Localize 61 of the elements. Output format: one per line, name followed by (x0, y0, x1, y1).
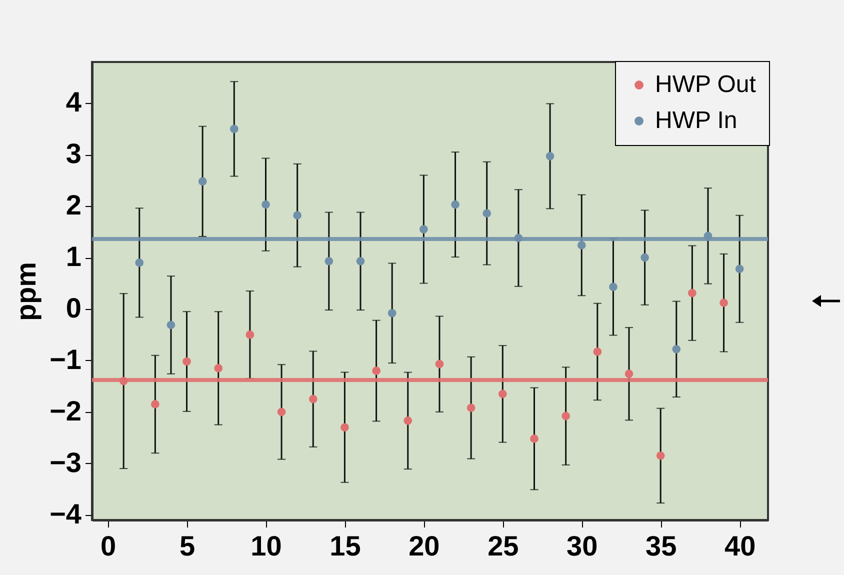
y-tick-label: 4 (66, 86, 82, 118)
point (704, 232, 712, 240)
point (246, 330, 254, 339)
legend-label: HWP Out (655, 71, 756, 98)
y-tick-label: −1 (50, 344, 82, 375)
y-tick-label: −3 (50, 446, 82, 478)
point (340, 423, 349, 432)
point (640, 253, 649, 262)
point (498, 390, 507, 398)
y-tick-label: 2 (66, 190, 82, 221)
point (609, 282, 618, 292)
point (214, 364, 223, 372)
x-tick-label: 5 (179, 530, 196, 562)
point (166, 320, 176, 330)
point (656, 452, 665, 460)
y-tick-label: −4 (50, 498, 82, 530)
point (230, 124, 238, 134)
x-tick-label: 30 (566, 530, 598, 562)
point (593, 348, 602, 356)
point (735, 264, 744, 274)
point (466, 404, 476, 412)
point (514, 234, 523, 242)
point (546, 152, 554, 160)
point (388, 308, 396, 318)
x-tick-label: 20 (408, 530, 440, 562)
point (562, 412, 570, 420)
point (277, 408, 286, 416)
point (119, 376, 128, 386)
y-tick-label: 1 (66, 241, 82, 272)
x-tick-label: 0 (100, 530, 116, 562)
point (356, 256, 365, 266)
x-tick-label: 10 (250, 530, 282, 562)
x-tick-label: 35 (646, 530, 677, 562)
point (262, 200, 270, 209)
point (672, 344, 681, 354)
point (404, 416, 412, 425)
point (324, 256, 334, 266)
point (451, 200, 460, 209)
point (624, 370, 634, 378)
legend-label: HWP In (655, 107, 738, 134)
y-tick-label: 3 (66, 138, 82, 170)
y-tick-label: 0 (66, 292, 82, 324)
point (308, 394, 318, 404)
point (293, 211, 302, 220)
point (720, 298, 728, 308)
point (150, 400, 160, 408)
point (372, 366, 380, 375)
point (482, 209, 492, 218)
y-tick-label: −2 (50, 395, 82, 426)
point (435, 360, 444, 368)
point (420, 225, 428, 234)
point (688, 288, 696, 298)
x-tick-label: 25 (488, 530, 519, 562)
x-tick-label: 15 (330, 530, 361, 562)
x-tick-label: 40 (724, 530, 756, 562)
point (577, 241, 586, 250)
y-axis-title: ppm (10, 262, 42, 322)
point (182, 357, 191, 366)
point (530, 434, 538, 443)
point (135, 258, 144, 267)
point (198, 177, 207, 186)
